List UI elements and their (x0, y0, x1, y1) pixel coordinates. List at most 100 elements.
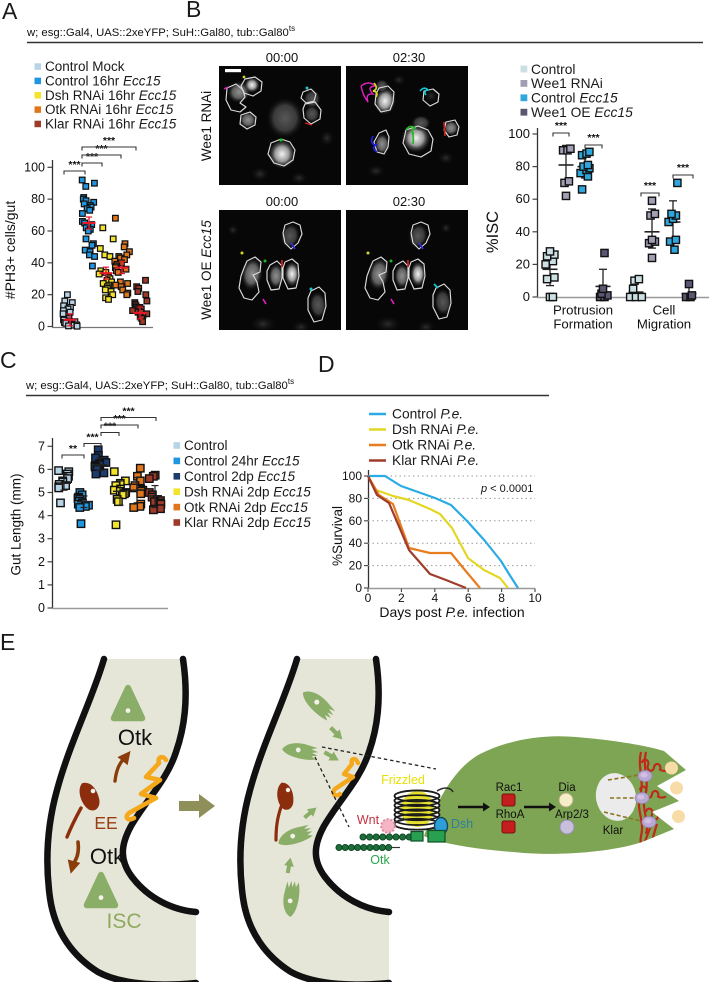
svg-text:Otk RNAi 16hr Ecc15: Otk RNAi 16hr Ecc15 (45, 102, 174, 117)
svg-text:***: *** (86, 151, 99, 163)
svg-text:Otk RNAi 2dp Ecc15: Otk RNAi 2dp Ecc15 (184, 500, 308, 515)
svg-text:Formation: Formation (553, 317, 612, 332)
svg-text:Klar: Klar (603, 825, 624, 837)
svg-text:Cell: Cell (653, 303, 676, 318)
svg-text:Wee1 RNAi: Wee1 RNAi (531, 76, 603, 91)
svg-text:ISC: ISC (106, 910, 141, 933)
svg-text:Otk: Otk (370, 853, 390, 867)
svg-text:1: 1 (38, 578, 45, 592)
svg-text:B: B (186, 0, 201, 22)
svg-text:**: ** (69, 443, 78, 455)
svg-text:E: E (0, 629, 15, 655)
svg-text:***: *** (644, 180, 657, 192)
svg-text:40: 40 (349, 536, 363, 550)
svg-text:Otk: Otk (118, 725, 153, 750)
svg-text:Rac1: Rac1 (496, 782, 523, 794)
svg-text:100: 100 (342, 469, 362, 483)
svg-text:EE: EE (94, 813, 117, 833)
svg-text:Control 16hr Ecc15: Control 16hr Ecc15 (45, 73, 161, 88)
svg-text:100: 100 (24, 160, 45, 174)
svg-text:00:00: 00:00 (266, 50, 299, 65)
svg-text:Protrusion: Protrusion (553, 303, 613, 318)
svg-text:20: 20 (31, 288, 45, 302)
svg-text:Control 2dp Ecc15: Control 2dp Ecc15 (184, 469, 296, 484)
svg-text:0: 0 (365, 591, 372, 605)
svg-text:D: D (318, 351, 335, 377)
svg-text:20: 20 (516, 256, 530, 271)
svg-text:#PH3+ cells/gut: #PH3+ cells/gut (2, 201, 18, 300)
svg-text:C: C (0, 347, 17, 373)
svg-text:Dsh RNAi 16hr Ecc15: Dsh RNAi 16hr Ecc15 (45, 88, 177, 103)
svg-text:Dia: Dia (558, 782, 576, 794)
svg-text:Control: Control (531, 62, 575, 77)
svg-text:Control Ecc15: Control Ecc15 (531, 91, 618, 106)
svg-text:RhoA: RhoA (496, 809, 525, 821)
svg-text:2: 2 (38, 555, 45, 569)
svg-text:Klar RNAi 2dp Ecc15: Klar RNAi 2dp Ecc15 (184, 515, 311, 530)
svg-text:w; esg::Gal4, UAS::2xeYFP; SuH: w; esg::Gal4, UAS::2xeYFP; SuH::Gal80, t… (25, 377, 294, 392)
svg-text:Wee1 OE Ecc15: Wee1 OE Ecc15 (531, 105, 633, 120)
svg-text:80: 80 (516, 159, 530, 174)
svg-text:40: 40 (516, 224, 530, 239)
svg-text:6: 6 (465, 591, 472, 605)
svg-text:Migration: Migration (637, 317, 691, 332)
svg-text:80: 80 (349, 491, 363, 505)
svg-text:***: *** (103, 135, 116, 147)
svg-text:02:30: 02:30 (393, 50, 426, 65)
svg-text:***: *** (104, 421, 117, 433)
svg-text:***: *** (677, 162, 690, 174)
svg-text:60: 60 (31, 224, 45, 238)
svg-text:Days post P.e. infection: Days post P.e. infection (379, 604, 524, 620)
svg-text:***: *** (95, 143, 108, 155)
svg-text:Control 24hr Ecc15: Control 24hr Ecc15 (184, 454, 300, 469)
svg-text:***: *** (68, 159, 81, 171)
svg-text:80: 80 (31, 192, 45, 206)
svg-text:100: 100 (508, 126, 530, 141)
svg-text:4: 4 (431, 591, 438, 605)
svg-text:Wee1 RNAi: Wee1 RNAi (199, 91, 214, 161)
svg-text:Dsh RNAi P.e.: Dsh RNAi P.e. (392, 422, 479, 437)
svg-text:A: A (2, 0, 18, 24)
svg-text:Frizzled: Frizzled (381, 773, 425, 787)
svg-text:4: 4 (38, 509, 45, 523)
svg-text:3: 3 (38, 532, 45, 546)
svg-text:***: *** (113, 413, 126, 425)
svg-text:Gut Length (mm): Gut Length (mm) (9, 473, 24, 575)
svg-text:%ISC: %ISC (484, 211, 502, 253)
svg-text:2: 2 (398, 591, 405, 605)
svg-text:Wnt: Wnt (357, 813, 380, 827)
svg-text:60: 60 (349, 514, 363, 528)
svg-text:Otk RNAi P.e.: Otk RNAi P.e. (392, 438, 476, 453)
svg-text:0: 0 (355, 581, 362, 595)
svg-text:8: 8 (498, 591, 505, 605)
svg-text:Klar RNAi P.e.: Klar RNAi P.e. (392, 453, 479, 468)
svg-text:***: *** (122, 406, 135, 418)
svg-text:00:00: 00:00 (266, 194, 299, 209)
svg-text:***: *** (555, 120, 568, 132)
svg-text:6: 6 (38, 462, 45, 476)
svg-text:20: 20 (349, 559, 363, 573)
svg-text:***: *** (86, 432, 99, 444)
svg-text:40: 40 (31, 256, 45, 270)
svg-text:02:30: 02:30 (393, 194, 426, 209)
svg-text:5: 5 (38, 486, 45, 500)
svg-text:0: 0 (38, 601, 45, 615)
svg-text:Control Mock: Control Mock (45, 59, 125, 74)
svg-text:60: 60 (516, 191, 530, 206)
svg-text:0: 0 (38, 320, 45, 334)
svg-text:Wee1 OE Ecc15: Wee1 OE Ecc15 (199, 220, 214, 320)
svg-text:Dsh RNAi 2dp Ecc15: Dsh RNAi 2dp Ecc15 (184, 484, 311, 499)
svg-text:Control P.e.: Control P.e. (392, 407, 463, 422)
svg-text:0: 0 (523, 289, 530, 304)
svg-text:w; esg::Gal4, UAS::2xeYFP; SuH: w; esg::Gal4, UAS::2xeYFP; SuH::Gal80, t… (26, 24, 295, 39)
svg-text:Arp2/3: Arp2/3 (555, 809, 589, 821)
svg-text:7: 7 (38, 439, 45, 453)
svg-text:10: 10 (528, 591, 542, 605)
svg-text:p < 0.0001: p < 0.0001 (480, 483, 533, 495)
svg-text:Control: Control (184, 438, 228, 453)
svg-text:Klar RNAi 16hr Ecc15: Klar RNAi 16hr Ecc15 (45, 117, 177, 132)
svg-text:Otk: Otk (90, 844, 125, 869)
svg-text:Dsh: Dsh (451, 817, 473, 831)
svg-text:***: *** (587, 132, 600, 144)
svg-text:%Survival: %Survival (330, 506, 345, 566)
